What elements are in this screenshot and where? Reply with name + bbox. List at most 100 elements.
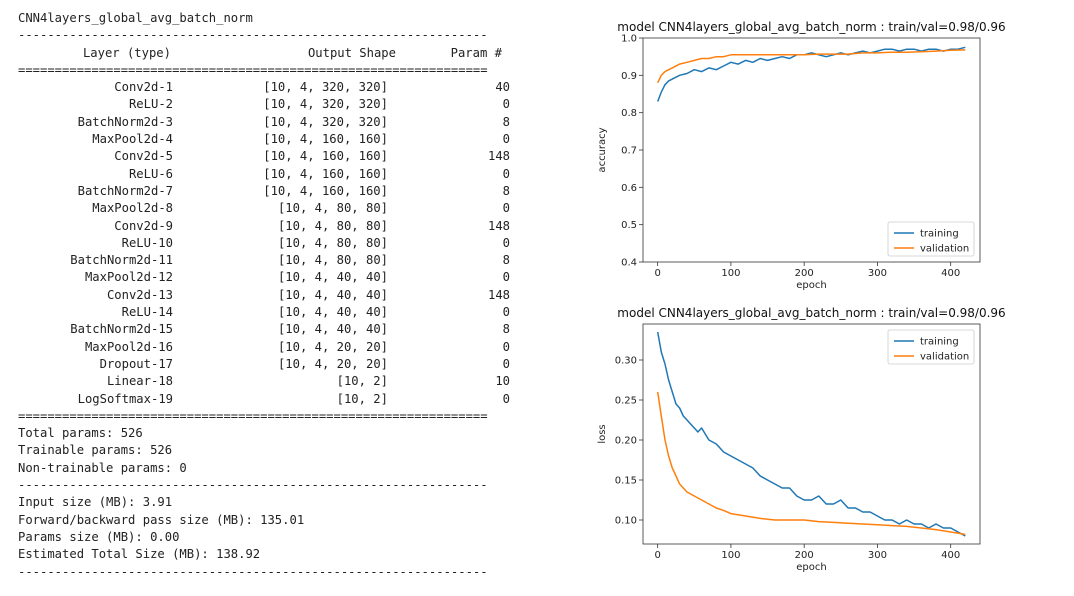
layer-name: MaxPool2d-4: [92, 132, 173, 147]
x-axis-label: epoch: [796, 280, 826, 291]
layer-name: Conv2d-5: [114, 149, 173, 164]
params-size: Params size (MB): 0.00: [18, 529, 180, 544]
trainable-params: Trainable params: 526: [18, 443, 173, 458]
series-line-training: [656, 331, 966, 537]
table-row: ReLU-6 [10, 4, 160, 160] 0: [18, 166, 518, 183]
y-tick-label: 0.7: [621, 146, 637, 157]
table-row: MaxPool2d-4 [10, 4, 160, 160] 0: [18, 131, 518, 148]
param-count: 40: [495, 80, 510, 95]
param-count: 0: [502, 235, 510, 250]
accuracy-chart: model CNN4layers_global_avg_batch_norm :…: [597, 20, 1006, 291]
x-tick-label: 200: [795, 268, 814, 279]
output-shape: [10, 4, 160, 160]: [263, 166, 388, 181]
layer-name: MaxPool2d-16: [84, 339, 173, 354]
layer-name: ReLU-10: [121, 235, 173, 250]
table-row: Conv2d-13 [10, 4, 40, 40] 148: [18, 287, 518, 304]
table-row: Conv2d-5 [10, 4, 160, 160] 148: [18, 148, 518, 165]
param-count: 8: [502, 114, 510, 129]
output-shape: [10, 2]: [336, 391, 388, 406]
param-count: 10: [495, 374, 510, 389]
layer-name: MaxPool2d-8: [92, 201, 173, 216]
y-axis-label: loss: [597, 424, 608, 443]
table-row: ReLU-14 [10, 4, 40, 40] 0: [18, 304, 518, 321]
table-row: Conv2d-1 [10, 4, 320, 320] 40: [18, 79, 518, 96]
total-params: Total params: 526: [18, 426, 143, 441]
table-row: Linear-18 [10, 2] 10: [18, 373, 518, 390]
param-count: 8: [502, 183, 510, 198]
param-count: 8: [502, 253, 510, 268]
output-shape: [10, 4, 80, 80]: [277, 235, 388, 250]
x-axis-label: epoch: [796, 562, 826, 573]
layer-name: BatchNorm2d-3: [77, 114, 173, 129]
chart-title: model CNN4layers_global_avg_batch_norm :…: [617, 20, 1005, 34]
series-line-validation: [656, 391, 966, 536]
param-count: 148: [487, 149, 510, 164]
x-tick-label: 100: [721, 268, 740, 279]
estimated-total-size: Estimated Total Size (MB): 138.92: [18, 547, 261, 562]
x-tick-label: 100: [721, 550, 740, 561]
table-row: ReLU-10 [10, 4, 80, 80] 0: [18, 235, 518, 252]
table-row: MaxPool2d-16 [10, 4, 20, 20] 0: [18, 339, 518, 356]
layer-name: LogSoftmax-19: [77, 391, 173, 406]
output-shape: [10, 4, 40, 40]: [277, 322, 388, 337]
output-shape: [10, 2]: [336, 374, 388, 389]
x-tick-label: 0: [654, 550, 660, 561]
y-tick-label: 0.30: [615, 356, 637, 367]
non-trainable-params: Non-trainable params: 0: [18, 460, 187, 475]
param-count: 0: [502, 305, 510, 320]
x-tick-label: 400: [941, 268, 960, 279]
legend-label: training: [920, 229, 959, 240]
layer-name: Conv2d-13: [106, 287, 173, 302]
table-row: BatchNorm2d-15 [10, 4, 40, 40] 8: [18, 321, 518, 338]
layer-name: ReLU-6: [128, 166, 173, 181]
param-count: 0: [502, 339, 510, 354]
layer-name: BatchNorm2d-7: [77, 183, 173, 198]
table-row: ReLU-2 [10, 4, 320, 320] 0: [18, 96, 518, 113]
output-shape: [10, 4, 80, 80]: [277, 253, 388, 268]
x-tick-label: 200: [795, 550, 814, 561]
y-tick-label: 0.25: [615, 396, 637, 407]
layer-name: BatchNorm2d-15: [70, 322, 173, 337]
separator-equals: ========================================…: [18, 408, 488, 423]
output-shape: [10, 4, 80, 80]: [277, 218, 388, 233]
legend-label: validation: [920, 352, 969, 363]
layer-name: Dropout-17: [99, 356, 173, 371]
output-shape: [10, 4, 80, 80]: [277, 201, 388, 216]
layer-name: Conv2d-1: [114, 80, 173, 95]
output-shape: [10, 4, 320, 320]: [263, 114, 388, 129]
y-axis-label: accuracy: [597, 127, 608, 172]
table-header: Layer (type) Output Shape Param #: [18, 45, 518, 62]
model-summary: CNN4layers_global_avg_batch_norm -------…: [18, 10, 518, 581]
output-shape: [10, 4, 20, 20]: [277, 339, 388, 354]
output-shape: [10, 4, 20, 20]: [277, 356, 388, 371]
y-tick-label: 0.10: [615, 516, 637, 527]
x-tick-label: 300: [868, 550, 887, 561]
x-tick-label: 0: [654, 268, 660, 279]
layer-name: MaxPool2d-12: [84, 270, 173, 285]
model-name: CNN4layers_global_avg_batch_norm: [18, 11, 253, 25]
legend-label: validation: [920, 244, 969, 255]
output-shape: [10, 4, 320, 320]: [263, 80, 388, 95]
y-tick-label: 0.6: [621, 183, 637, 194]
table-row: BatchNorm2d-7 [10, 4, 160, 160] 8: [18, 183, 518, 200]
param-count: 0: [502, 356, 510, 371]
output-shape: [10, 4, 40, 40]: [277, 270, 388, 285]
layer-name: Conv2d-9: [114, 218, 173, 233]
y-tick-label: 0.20: [615, 436, 637, 447]
table-row: Dropout-17 [10, 4, 20, 20] 0: [18, 356, 518, 373]
loss-chart: model CNN4layers_global_avg_batch_norm :…: [597, 306, 1006, 573]
y-tick-label: 1.0: [621, 34, 637, 45]
param-count: 0: [502, 166, 510, 181]
layer-name: Linear-18: [106, 374, 173, 389]
param-count: 148: [487, 287, 510, 302]
separator-equals: ========================================…: [18, 62, 488, 77]
table-row: Conv2d-9 [10, 4, 80, 80] 148: [18, 218, 518, 235]
param-count: 0: [502, 132, 510, 147]
param-count: 8: [502, 322, 510, 337]
legend-label: training: [920, 337, 959, 348]
separator-dash: ----------------------------------------…: [18, 28, 488, 43]
series-line-training: [656, 46, 966, 102]
layer-name: BatchNorm2d-11: [70, 253, 173, 268]
param-count: 0: [502, 391, 510, 406]
output-shape: [10, 4, 40, 40]: [277, 287, 388, 302]
